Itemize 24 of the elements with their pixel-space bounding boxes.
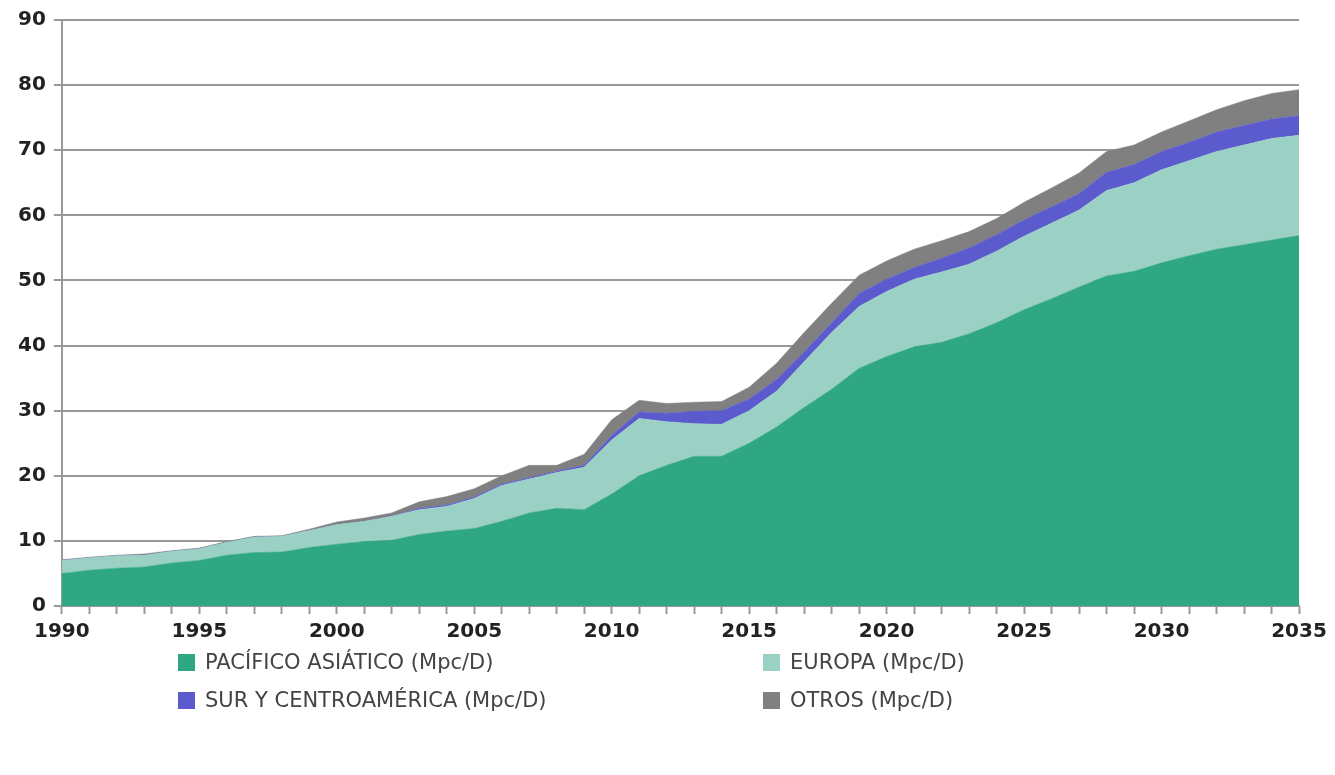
x-tick-label: 1995 [171, 618, 228, 643]
y-tick-label: 60 [17, 201, 46, 226]
y-tick-label: 80 [17, 71, 46, 96]
x-tick-label: 2010 [583, 618, 640, 643]
legend-label: PACÍFICO ASIÁTICO (Mpc/D) [205, 650, 494, 674]
y-tick-label: 90 [17, 6, 46, 31]
legend-label: EUROPA (Mpc/D) [790, 650, 965, 674]
y-tick-label: 50 [17, 266, 46, 291]
x-tick-label: 1990 [34, 618, 90, 643]
x-tick-label: 2025 [996, 618, 1052, 643]
x-tick-label: 2015 [721, 618, 777, 643]
x-tick-label: 2000 [308, 618, 365, 643]
x-tick-label: 2035 [1271, 618, 1327, 643]
y-tick-label: 10 [17, 527, 46, 552]
y-tick-label: 70 [17, 136, 46, 161]
y-tick-label: 20 [17, 461, 46, 486]
legend-label: SUR Y CENTROAMÉRICA (Mpc/D) [205, 688, 547, 712]
x-tick-label: 2005 [446, 618, 503, 643]
x-tick-label: 2020 [858, 618, 915, 643]
legend-label: OTROS (Mpc/D) [790, 688, 954, 712]
x-tick-label: 2030 [1133, 618, 1190, 643]
y-tick-label: 30 [17, 396, 46, 421]
y-tick-label: 40 [17, 331, 46, 356]
y-tick-label: 0 [31, 592, 46, 617]
